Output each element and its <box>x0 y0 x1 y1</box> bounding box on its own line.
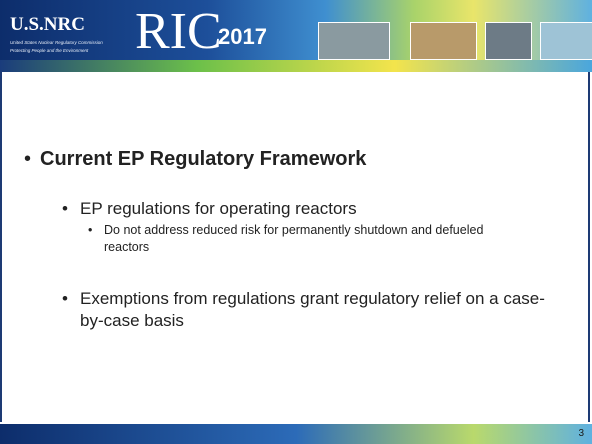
slide: U.S.NRC United States Nuclear Regulatory… <box>0 0 592 444</box>
event: RIC <box>135 2 222 61</box>
photo <box>540 22 592 60</box>
photo <box>318 22 390 60</box>
agency: United States Nuclear Regulatory Commiss… <box>10 40 103 45</box>
sub-bullet-text: Do not address reduced risk for permanen… <box>104 223 483 254</box>
bullet: •EP regulations for operating reactors <box>80 198 560 220</box>
year: 2017 <box>218 24 267 50</box>
footer <box>0 424 592 444</box>
title-text: Current EP Regulatory Framework <box>40 148 366 170</box>
banner: U.S.NRC United States Nuclear Regulatory… <box>0 0 592 72</box>
photo <box>410 22 477 60</box>
logo: U.S.NRC <box>10 14 85 36</box>
bullet-text: Exemptions from regulations grant regula… <box>80 289 545 330</box>
photo <box>485 22 532 60</box>
tagline: Protecting People and the Environment <box>10 48 88 53</box>
slide-title: •Current EP Regulatory Framework <box>40 148 366 171</box>
banner-stripe <box>0 60 592 72</box>
sub-bullet: •Do not address reduced risk for permane… <box>104 222 524 256</box>
page-number: 3 <box>578 428 584 439</box>
bullet: •Exemptions from regulations grant regul… <box>80 288 560 332</box>
bullet-text: EP regulations for operating reactors <box>80 199 357 218</box>
page: U.S.NRC United States Nuclear Regulatory… <box>0 0 592 444</box>
